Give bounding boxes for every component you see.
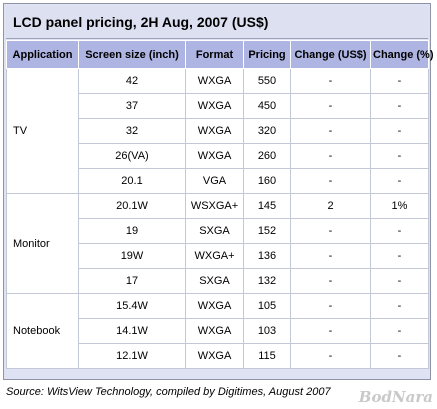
cell-format: SXGA xyxy=(185,218,244,244)
table-row: 12.1W WXGA 115- - xyxy=(7,343,429,369)
pricing-table: Application Screen size (inch) Format Pr… xyxy=(6,40,434,369)
cell-change-pct: - xyxy=(370,93,429,119)
cell-change-usd: - xyxy=(290,168,371,194)
header-screen-size: Screen size (inch) xyxy=(78,40,186,69)
cell-format: WXGA+ xyxy=(185,243,244,269)
cell-change-usd: - xyxy=(290,93,371,119)
cell-format: WXGA xyxy=(185,318,244,344)
table-row: 17 SXGA 132- - xyxy=(7,268,429,294)
cell-screen-size: 14.1W xyxy=(78,318,186,344)
cell-screen-size: 20.1 xyxy=(78,168,186,194)
cell-pricing: 152 xyxy=(243,218,291,244)
cell-change-usd: 2 xyxy=(290,193,371,219)
cell-change-usd: - xyxy=(290,318,371,344)
cell-pricing: 132 xyxy=(243,268,291,294)
cell-screen-size: 26(VA) xyxy=(78,143,186,169)
cell-screen-size: 17 xyxy=(78,268,186,294)
cell-screen-size: 37 xyxy=(78,93,186,119)
header-application: Application xyxy=(6,40,79,69)
cell-screen-size: 15.4W xyxy=(78,293,186,319)
cell-pricing: 105 xyxy=(243,293,291,319)
cell-pricing: 136 xyxy=(243,243,291,269)
cell-format: WXGA xyxy=(185,118,244,144)
table-row: 26(VA) WXGA 260- - xyxy=(7,143,429,169)
cell-application: Notebook xyxy=(6,293,79,369)
cell-change-usd: - xyxy=(290,243,371,269)
cell-format: SXGA xyxy=(185,268,244,294)
table-row: 19W WXGA+ 136- - xyxy=(7,243,429,269)
cell-pricing: 145 xyxy=(243,193,291,219)
cell-screen-size: 32 xyxy=(78,118,186,144)
table-row: TV 42 WXGA 550- - xyxy=(6,68,429,194)
cell-change-pct: - xyxy=(370,118,429,144)
cell-format: WXGA xyxy=(185,93,244,119)
cell-format: VGA xyxy=(185,168,244,194)
cell-application: TV xyxy=(6,68,79,194)
cell-screen-size: 42 xyxy=(78,68,186,94)
cell-pricing: 550 xyxy=(243,68,291,94)
cell-pricing: 115 xyxy=(243,343,291,369)
cell-pricing: 320 xyxy=(243,118,291,144)
table-row: Notebook 15.4W WXGA 105- - xyxy=(6,293,429,369)
table-row: Monitor 20.1W WSXGA+ 145 2 1% xyxy=(6,193,429,294)
cell-change-usd: - xyxy=(290,118,371,144)
cell-format: WXGA xyxy=(185,343,244,369)
cell-format: WXGA xyxy=(185,68,244,94)
watermark-logo: BodNara xyxy=(358,388,433,406)
header-change-usd: Change (US$) xyxy=(290,40,371,69)
cell-screen-size: 20.1W xyxy=(78,193,186,219)
cell-change-usd: - xyxy=(290,293,371,319)
cell-change-pct: - xyxy=(370,268,429,294)
cell-change-usd: - xyxy=(290,218,371,244)
cell-change-usd: - xyxy=(290,343,371,369)
cell-change-pct: - xyxy=(370,318,429,344)
cell-pricing: 160 xyxy=(243,168,291,194)
source-note: Source: WitsView Technology, compiled by… xyxy=(6,386,331,398)
cell-pricing: 260 xyxy=(243,143,291,169)
cell-change-pct: - xyxy=(370,343,429,369)
cell-pricing: 450 xyxy=(243,93,291,119)
header-change-pct: Change (%) xyxy=(370,40,434,69)
cell-screen-size: 19W xyxy=(78,243,186,269)
header-format: Format xyxy=(185,40,244,69)
cell-change-usd: - xyxy=(290,68,371,94)
cell-change-pct: - xyxy=(370,68,429,94)
table-row: 37 WXGA 450- - xyxy=(7,93,429,119)
cell-change-pct: - xyxy=(370,168,429,194)
cell-screen-size: 12.1W xyxy=(78,343,186,369)
cell-change-pct: - xyxy=(370,143,429,169)
cell-format: WXGA xyxy=(185,293,244,319)
cell-change-pct: - xyxy=(370,243,429,269)
table-title: LCD panel pricing, 2H Aug, 2007 (US$) xyxy=(6,6,428,39)
cell-change-pct: - xyxy=(370,218,429,244)
cell-format: WXGA xyxy=(185,143,244,169)
cell-change-pct: - xyxy=(370,293,429,319)
cell-change-usd: - xyxy=(290,143,371,169)
cell-change-usd: - xyxy=(290,268,371,294)
cell-application: Monitor xyxy=(6,193,79,294)
cell-pricing: 103 xyxy=(243,318,291,344)
header-row: Application Screen size (inch) Format Pr… xyxy=(6,40,434,69)
table-row: 20.1 VGA 160- - xyxy=(7,168,429,194)
cell-format: WSXGA+ xyxy=(185,193,244,219)
cell-change-pct: 1% xyxy=(370,193,429,219)
header-pricing: Pricing xyxy=(243,40,291,69)
cell-screen-size: 19 xyxy=(78,218,186,244)
